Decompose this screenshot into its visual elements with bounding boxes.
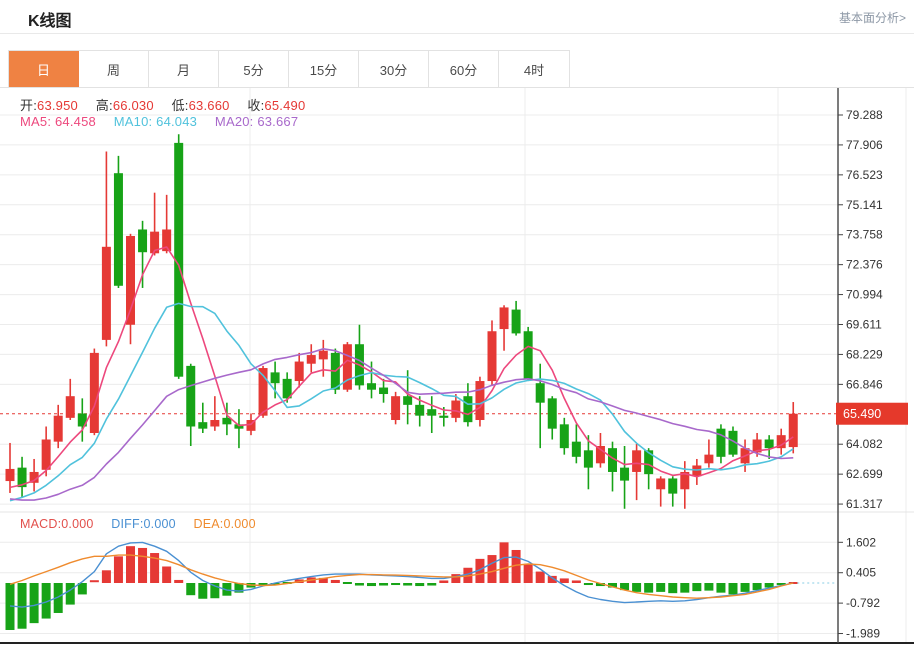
svg-text:73.758: 73.758 — [846, 228, 883, 242]
svg-text:1.602: 1.602 — [846, 535, 876, 549]
svg-text:65.490: 65.490 — [843, 407, 881, 421]
svg-text:79.288: 79.288 — [846, 108, 883, 122]
tab-60min[interactable]: 60分 — [429, 51, 499, 87]
svg-text:77.906: 77.906 — [846, 138, 883, 152]
page-title: K线图 — [28, 13, 72, 30]
svg-text:76.523: 76.523 — [846, 168, 883, 182]
tab-week[interactable]: 周 — [79, 51, 149, 87]
close-value: 65.490 — [264, 98, 306, 113]
high-label: 高: — [95, 98, 113, 113]
ma10-value: 64.043 — [156, 114, 198, 129]
tab-4hour[interactable]: 4时 — [499, 51, 569, 87]
tab-5min[interactable]: 5分 — [219, 51, 289, 87]
timeframe-tabbar: 日 周 月 5分 15分 30分 60分 4时 — [8, 50, 570, 88]
ohlc-readout: 开:63.950 高:66.030 低:63.660 收:65.490 — [20, 95, 305, 114]
svg-text:70.994: 70.994 — [846, 288, 883, 302]
tab-day[interactable]: 日 — [9, 51, 79, 87]
low-label: 低: — [171, 98, 189, 113]
svg-text:72.376: 72.376 — [846, 258, 883, 272]
close-label: 收: — [247, 98, 265, 113]
svg-text:-0.792: -0.792 — [846, 596, 880, 610]
svg-text:68.229: 68.229 — [846, 347, 883, 361]
svg-text:-1.989: -1.989 — [846, 627, 880, 641]
diff-label: DIFF: — [111, 517, 144, 531]
ma5-value: 64.458 — [54, 114, 96, 129]
diff-value: 0.000 — [143, 517, 176, 531]
tab-30min[interactable]: 30分 — [359, 51, 429, 87]
tab-15min[interactable]: 15分 — [289, 51, 359, 87]
low-value: 63.660 — [188, 98, 230, 113]
svg-text:62.699: 62.699 — [846, 467, 883, 481]
svg-text:66.846: 66.846 — [846, 377, 883, 391]
dea-value: 0.000 — [223, 517, 256, 531]
macd-value: 0.000 — [61, 517, 94, 531]
svg-text:61.317: 61.317 — [846, 497, 883, 511]
macd-readout: MACD:0.000 DIFF:0.000 DEA:0.000 — [20, 517, 256, 531]
macd-label: MACD: — [20, 517, 62, 531]
fundamental-analysis-link[interactable]: 基本面分析> — [838, 11, 906, 25]
svg-text:0.405: 0.405 — [846, 566, 876, 580]
high-value: 66.030 — [112, 98, 154, 113]
ma5-label: MA5: — [20, 114, 52, 129]
tab-month[interactable]: 月 — [149, 51, 219, 87]
dea-label: DEA: — [193, 517, 224, 531]
open-value: 63.950 — [37, 98, 78, 113]
ma-readout: MA5: 64.458 MA10: 64.043 MA20: 63.667 — [20, 114, 298, 129]
open-label: 开: — [20, 98, 38, 113]
svg-text:64.082: 64.082 — [846, 437, 883, 451]
ma20-value: 63.667 — [257, 114, 299, 129]
svg-text:69.611: 69.611 — [846, 318, 882, 332]
title-divider — [0, 33, 914, 34]
svg-text:75.141: 75.141 — [846, 198, 883, 212]
ma20-label: MA20: — [214, 114, 254, 129]
ma10-label: MA10: — [113, 114, 153, 129]
